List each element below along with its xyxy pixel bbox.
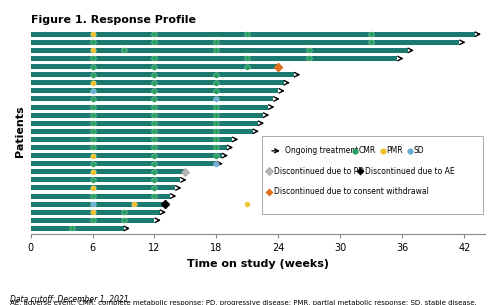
Text: Ongoing treatment: Ongoing treatment: [285, 146, 358, 155]
Bar: [30, 129, 252, 134]
Bar: [30, 121, 258, 126]
Bar: [30, 88, 278, 93]
Text: CMR: CMR: [359, 146, 376, 155]
Bar: [30, 194, 170, 199]
Text: Figure 1. Response Profile: Figure 1. Response Profile: [30, 15, 196, 25]
Bar: [30, 72, 294, 77]
Bar: [30, 210, 160, 215]
Bar: [30, 56, 397, 61]
Text: Discontinued due to AE: Discontinued due to AE: [364, 167, 454, 176]
Bar: [30, 64, 278, 69]
Bar: [30, 40, 459, 45]
Text: Discontinued due to PD: Discontinued due to PD: [274, 167, 364, 176]
Bar: [30, 202, 165, 207]
X-axis label: Time on study (weeks): Time on study (weeks): [187, 259, 329, 269]
Bar: [30, 48, 408, 53]
Bar: [30, 96, 274, 102]
Bar: [30, 145, 227, 150]
Bar: [30, 153, 222, 158]
Bar: [30, 185, 175, 190]
Bar: [30, 113, 263, 118]
Y-axis label: Patients: Patients: [15, 106, 25, 157]
Text: PMR: PMR: [386, 146, 403, 155]
Bar: [30, 137, 232, 142]
Bar: [30, 80, 284, 85]
Text: Data cutoff: December 1, 2021.: Data cutoff: December 1, 2021.: [10, 295, 131, 304]
Text: AE, adverse event; CMR, complete metabolic response; PD, progressive disease; PM: AE, adverse event; CMR, complete metabol…: [10, 300, 477, 305]
Text: SD: SD: [414, 146, 424, 155]
Bar: [30, 177, 180, 182]
Bar: [30, 105, 268, 109]
Bar: [30, 161, 216, 166]
Bar: [30, 226, 124, 231]
FancyBboxPatch shape: [262, 136, 482, 214]
Bar: [30, 32, 474, 37]
Bar: [30, 218, 154, 223]
Bar: [30, 169, 186, 174]
Text: Discontinued due to consent withdrawal: Discontinued due to consent withdrawal: [274, 188, 428, 196]
